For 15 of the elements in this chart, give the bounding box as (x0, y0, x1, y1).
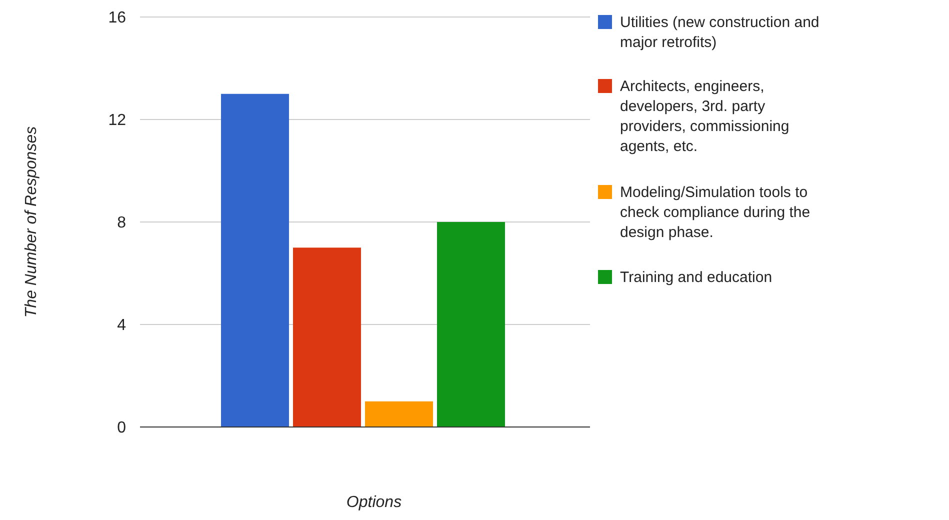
bar (365, 401, 433, 427)
y-tick-label: 8 (117, 214, 126, 232)
y-tick-label: 12 (108, 112, 126, 130)
legend-label: Architects, engineers, developers, 3rd. party providers, commissioning agents, etc. (620, 78, 790, 155)
bar (293, 248, 361, 427)
legend-label: Modeling/Simulation tools to check compliance during the design phase. (620, 184, 810, 241)
y-tick-label: 0 (117, 420, 126, 437)
y-tick-label: 4 (117, 317, 126, 334)
y-tick-label: 16 (108, 10, 126, 27)
legend-label: Training and education (620, 269, 772, 286)
x-axis-title: Options (346, 494, 402, 511)
y-axis-title: The Number of Responses (23, 126, 40, 318)
legend-label: Utilities (new construction and major retrofits) (620, 14, 820, 51)
bar (221, 94, 289, 427)
bar (437, 222, 505, 427)
